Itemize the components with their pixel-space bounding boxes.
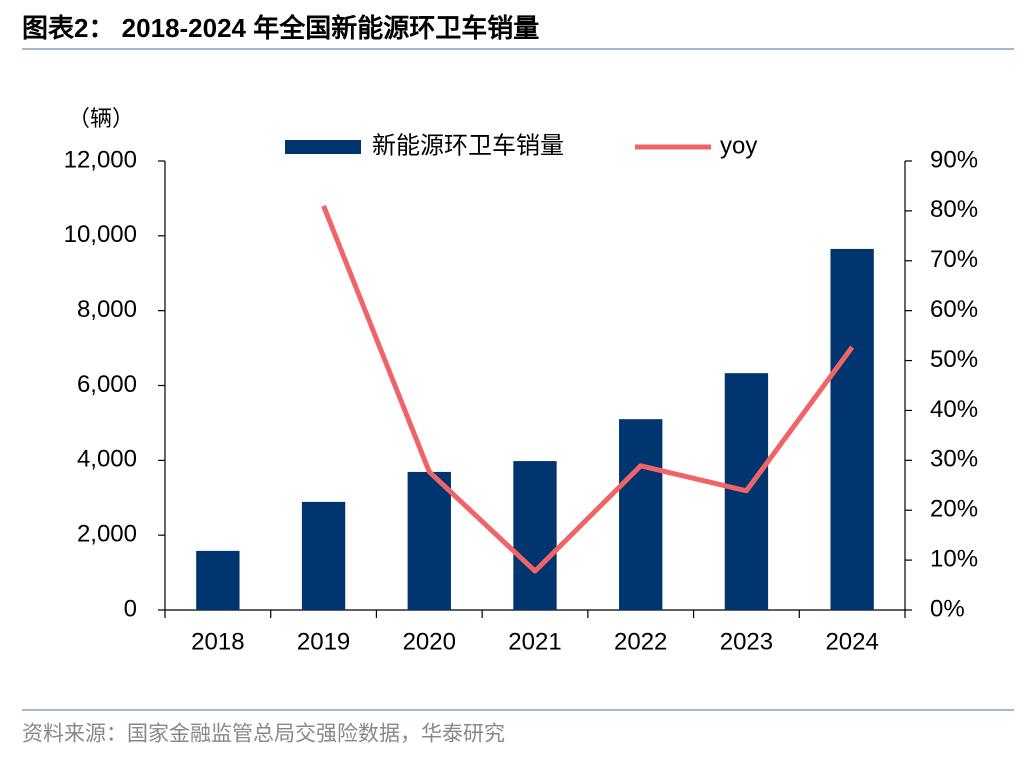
y-tick-label: 4,000 — [77, 446, 137, 473]
y-axis-unit: （辆） — [68, 106, 134, 131]
y2-tick-label: 40% — [930, 396, 978, 423]
y2-tick-label: 70% — [930, 246, 978, 273]
legend-swatch — [285, 140, 361, 154]
x-tick-label: 2023 — [720, 628, 773, 655]
source: 资料来源：国家金融监管总局交强险数据，华泰研究 — [22, 723, 505, 746]
legend-label: yoy — [720, 132, 757, 159]
x-tick-label: 2020 — [403, 628, 456, 655]
y2-tick-label: 30% — [930, 446, 978, 473]
bar — [301, 501, 346, 610]
y2-tick-label: 0% — [930, 595, 965, 622]
bar — [407, 471, 451, 610]
y2-tick-label: 60% — [930, 296, 978, 323]
y2-tick-label: 80% — [930, 196, 978, 223]
bar — [830, 248, 874, 610]
y2-tick-label: 50% — [930, 346, 978, 373]
y-tick-label: 6,000 — [77, 371, 137, 398]
y-tick-label: 10,000 — [64, 221, 137, 248]
x-tick-label: 2021 — [508, 628, 561, 655]
y2-tick-label: 20% — [930, 496, 978, 523]
line — [321, 204, 855, 574]
chart-title: 图表2： 2018-2024 年全国新能源环卫车销量 — [22, 13, 539, 43]
y-tick-label: 12,000 — [64, 146, 137, 173]
y-tick-label: 0 — [124, 595, 137, 622]
bar — [513, 461, 557, 610]
y2-tick-label: 90% — [930, 146, 978, 173]
legend-label: 新能源环卫车销量 — [372, 132, 564, 159]
y2-tick-label: 10% — [930, 545, 978, 572]
bar — [619, 419, 663, 610]
y-tick-label: 8,000 — [77, 296, 137, 323]
x-tick-label: 2019 — [297, 628, 350, 655]
x-tick-label: 2022 — [614, 628, 667, 655]
x-tick-label: 2024 — [825, 628, 878, 655]
y-tick-label: 2,000 — [77, 521, 137, 548]
bar — [196, 550, 240, 610]
x-tick-label: 2018 — [191, 628, 244, 655]
